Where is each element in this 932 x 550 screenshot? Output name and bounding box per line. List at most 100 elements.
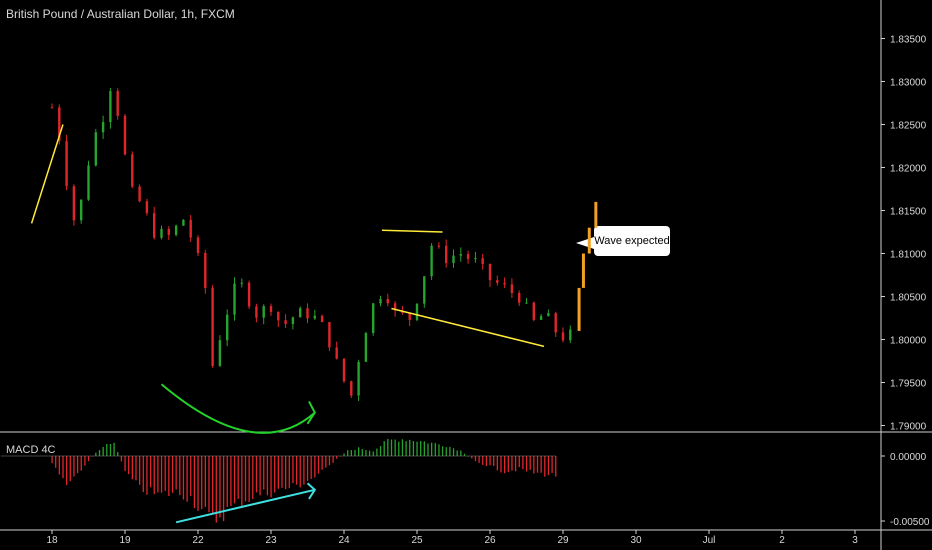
macd-bar	[420, 440, 422, 456]
candle-body	[503, 282, 506, 285]
macd-bar	[471, 456, 473, 459]
x-tick-label: 19	[119, 535, 131, 546]
divergence-line	[175, 488, 316, 524]
macd-bar	[212, 456, 214, 514]
candle-body	[284, 320, 287, 324]
macd-bar	[354, 449, 356, 456]
macd-bar	[244, 456, 247, 502]
macd-bar	[219, 456, 221, 518]
macd-bar	[128, 456, 130, 475]
candle-body	[182, 219, 185, 226]
macd-bar	[500, 456, 502, 473]
macd-bar	[102, 446, 104, 456]
macd-bar	[390, 439, 393, 456]
macd-bar	[248, 456, 250, 502]
macd-bar	[233, 456, 236, 504]
divergence-arrowhead	[306, 482, 317, 500]
candle-body	[452, 255, 455, 264]
y-tick-label: 1.83000	[890, 78, 927, 89]
candle-body	[313, 315, 316, 319]
candle-body	[481, 258, 484, 264]
macd-bar	[456, 450, 458, 456]
candle-body	[94, 132, 97, 166]
candle-body	[510, 284, 514, 293]
macd-y-tick-label: -0.00500	[890, 517, 930, 528]
candle-body	[226, 314, 229, 341]
candle-body	[320, 315, 324, 323]
projection-candle	[581, 253, 585, 288]
macd-bar	[157, 456, 159, 493]
rounding-bottom-arc	[160, 383, 316, 434]
macd-bar	[376, 448, 378, 456]
macd-bar	[511, 456, 513, 471]
candle-body	[80, 199, 83, 221]
macd-bar	[146, 456, 148, 495]
chart-title: British Pound / Australian Dollar, 1h, F…	[6, 7, 235, 21]
candle-body	[306, 308, 309, 319]
x-tick-label: 3	[852, 535, 858, 546]
macd-bar	[445, 447, 447, 456]
macd-bar	[441, 446, 444, 456]
macd-bar	[142, 456, 144, 493]
macd-bar	[263, 456, 265, 490]
wave-expected-callout[interactable]: Wave expected	[576, 226, 670, 256]
macd-bar	[493, 456, 495, 466]
candle-body	[459, 254, 462, 256]
candle-body	[262, 306, 265, 318]
candle-body	[218, 340, 222, 366]
candle-body	[408, 312, 411, 320]
macd-bar	[179, 456, 181, 496]
y-tick-label: 1.83500	[890, 35, 927, 46]
macd-bar	[215, 456, 217, 523]
macd-bar	[438, 444, 440, 456]
macd-bar	[131, 456, 133, 480]
macd-bar	[80, 456, 82, 471]
y-tick-label: 1.79000	[890, 422, 927, 433]
candle-body	[437, 245, 441, 247]
macd-bar	[514, 456, 517, 472]
x-tick-label: 18	[46, 535, 58, 546]
macd-bar	[525, 456, 528, 472]
candle-body	[160, 228, 163, 238]
projection-candle	[587, 227, 591, 254]
candle-body	[65, 140, 68, 187]
macd-bar	[73, 456, 75, 477]
x-tick-label: 22	[192, 535, 204, 546]
macd-bar	[277, 456, 279, 489]
macd-bar	[69, 456, 71, 482]
macd-bar	[551, 456, 553, 474]
macd-bar	[95, 452, 97, 456]
macd-bar	[201, 456, 203, 510]
y-tick-label: 1.82500	[890, 121, 927, 132]
macd-bar	[252, 456, 254, 500]
candle-body	[269, 306, 273, 312]
y-tick-label: 1.81500	[890, 207, 927, 218]
x-tick-label: 30	[630, 535, 642, 546]
candle-body	[386, 299, 389, 304]
candle-body	[72, 186, 76, 221]
candle-body	[204, 252, 207, 288]
candle-body	[145, 201, 149, 214]
candle-body	[335, 347, 338, 359]
candle-body	[211, 287, 214, 366]
macd-bar	[536, 456, 539, 473]
macd-bar	[482, 456, 484, 465]
candle-body	[474, 258, 477, 260]
y-tick-label: 1.81000	[890, 250, 927, 261]
macd-bar	[394, 439, 396, 456]
candle-body	[109, 91, 112, 123]
x-tick-label: 26	[484, 535, 496, 546]
macd-bar	[398, 441, 400, 456]
candle-body	[255, 306, 258, 318]
y-tick-label: 1.79500	[890, 379, 927, 390]
candle-body	[299, 308, 302, 318]
macd-bar	[423, 441, 425, 456]
macd-bar	[306, 456, 309, 481]
macd-bar	[452, 448, 455, 456]
macd-bar	[84, 456, 86, 466]
candle-body	[247, 282, 251, 307]
candle-body	[196, 237, 200, 253]
y-tick-label: 1.80000	[890, 336, 927, 347]
macd-bar	[135, 456, 137, 481]
